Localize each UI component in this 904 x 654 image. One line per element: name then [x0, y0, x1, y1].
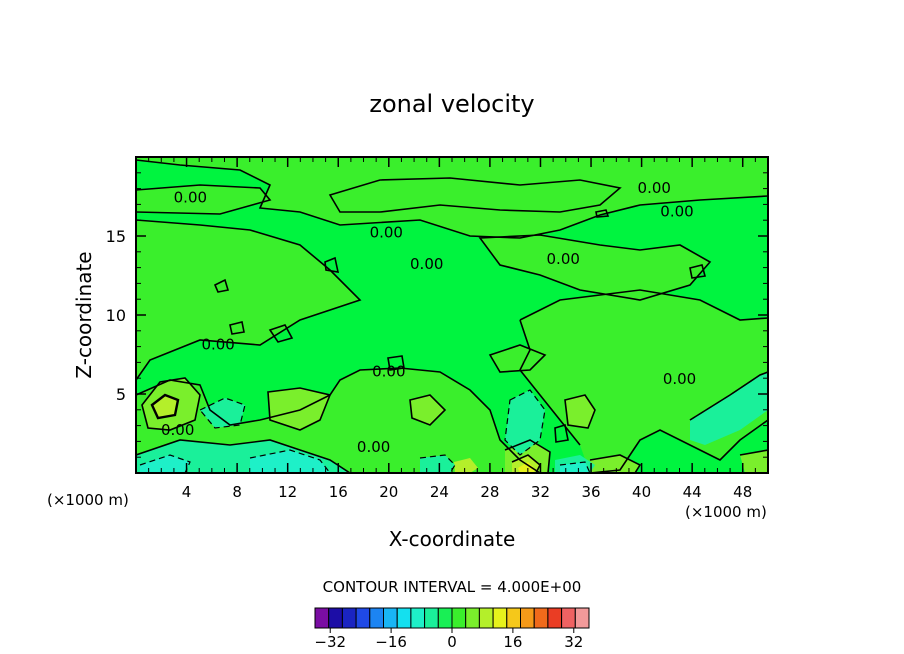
colorbar-swatch: [328, 607, 343, 629]
negative8-regions: [140, 450, 590, 473]
colorbar-swatch: [355, 607, 371, 629]
contour-label: 0.00: [370, 223, 403, 241]
x-tick-label: 28: [480, 483, 499, 501]
colorbar-tick-label: −32: [314, 633, 346, 651]
contour-interval-note: CONTOUR INTERVAL = 4.000E+00: [323, 578, 582, 596]
y-tick-label: 15: [106, 227, 126, 246]
colorbar-swatch: [561, 607, 576, 629]
contour-label: 0.00: [372, 362, 405, 380]
contour-label: 0.00: [660, 203, 693, 221]
chart-title: zonal velocity: [369, 90, 534, 118]
x-tick-label: 12: [278, 483, 297, 501]
plot-field: 0.00 0.00 0.00 0.00 0.00 0.00 0.00 0.00 0.00 0.00…: [136, 157, 768, 473]
contour-label: 0.00: [638, 179, 671, 197]
colorbar-swatch: [451, 607, 467, 629]
colorbar-swatch: [520, 607, 535, 629]
x-tick-label: 36: [581, 483, 600, 501]
colorbar-swatch: [424, 607, 439, 629]
contour-label: 0.00: [547, 250, 580, 268]
x-unit-right: (×1000 m): [685, 503, 767, 521]
contour-label: 0.00: [410, 255, 443, 273]
y-tick-label: 10: [106, 306, 126, 325]
y-axis-label: Z-coordinate: [72, 251, 96, 378]
x-tick-label: 16: [329, 483, 348, 501]
positive16-regions: [518, 462, 536, 473]
colorbar-swatch: [437, 607, 453, 629]
colorbar-swatch: [465, 607, 480, 629]
colorbar-swatch: [492, 607, 508, 629]
colorbar-swatch: [341, 607, 357, 629]
x-tick-label: 20: [379, 483, 398, 501]
contour-labels: 0.00 0.00 0.00 0.00 0.00 0.00 0.00 0.00 0.00 0.00…: [161, 179, 696, 456]
colorbar-swatch: [314, 607, 330, 629]
colorbar: −32 −16 0 16 32: [314, 607, 590, 651]
colorbar-tick-label: 0: [447, 633, 457, 651]
contour-label: 0.00: [357, 438, 390, 456]
x-unit-left: (×1000 m): [47, 491, 129, 509]
colorbar-swatch: [547, 607, 563, 629]
x-tick-label: 8: [232, 483, 242, 501]
contour-lines: [136, 159, 768, 473]
colorbar-tick-label: 32: [564, 633, 583, 651]
colorbar-swatch: [410, 607, 426, 629]
colorbar-swatch: [478, 607, 494, 629]
contour-label: 0.00: [174, 189, 207, 207]
y-tick-label: 5: [116, 385, 126, 404]
contour-label: 0.00: [161, 421, 194, 439]
x-tick-label: 24: [430, 483, 449, 501]
x-axis-label: X-coordinate: [389, 527, 516, 551]
contour-label: 0.00: [663, 370, 696, 388]
colorbar-tick-label: 16: [503, 633, 522, 651]
contour-label: 0.00: [201, 335, 234, 353]
colorbar-swatch: [396, 607, 412, 629]
x-tick-label: 48: [733, 483, 752, 501]
colorbar-swatch: [383, 607, 398, 629]
colorbar-swatch: [369, 607, 384, 629]
x-tick-label: 4: [182, 483, 192, 501]
x-tick-label: 44: [683, 483, 702, 501]
colorbar-swatch: [506, 607, 521, 629]
x-tick-label: 40: [632, 483, 651, 501]
colorbar-swatch: [533, 607, 549, 629]
colorbar-tick-label: −16: [375, 633, 407, 651]
x-tick-label: 32: [531, 483, 550, 501]
colorbar-swatch: [574, 607, 590, 629]
